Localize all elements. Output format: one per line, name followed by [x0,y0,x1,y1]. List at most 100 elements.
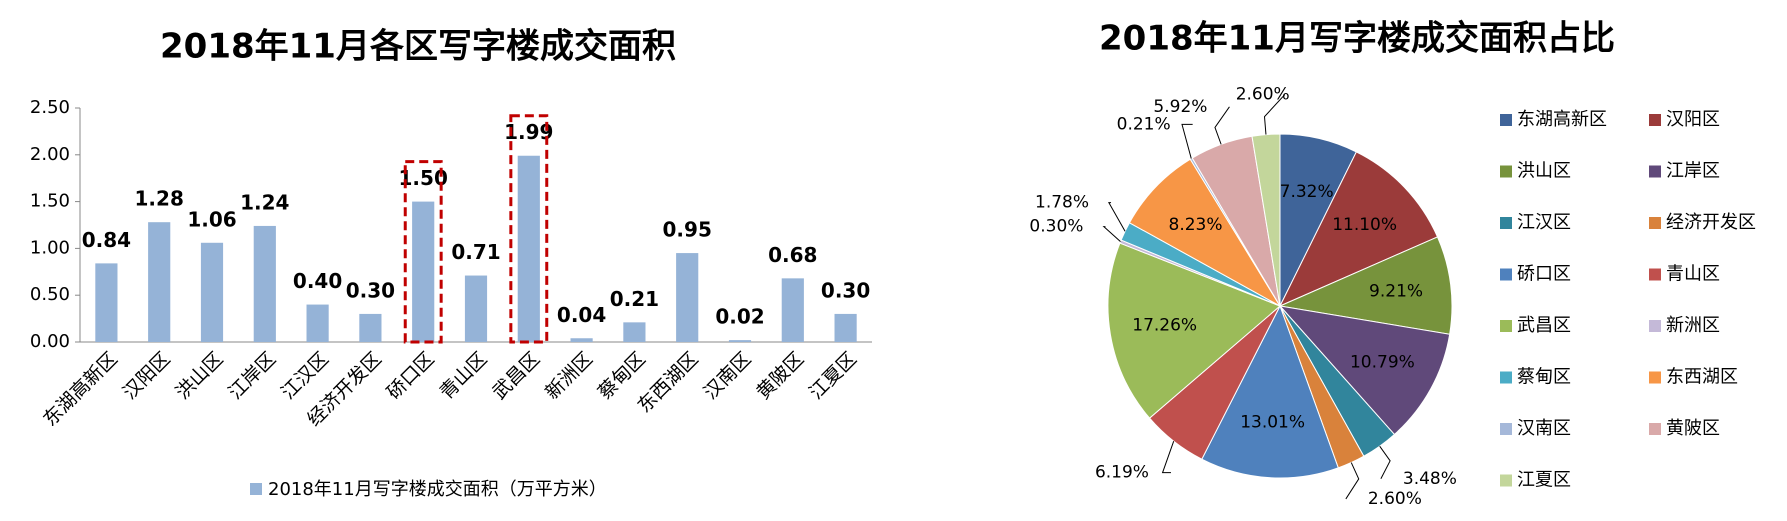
value-label: 1.06 [187,207,236,231]
slice-label: 6.19% [1095,463,1149,483]
bar [464,275,488,342]
x-tick-label: 新洲区 [541,348,597,404]
leader-line [1161,441,1175,474]
slice-label: 10.79% [1350,353,1415,373]
slice-label: 17.26% [1132,316,1197,336]
slice-label: 1.78% [1035,193,1089,213]
legend-swatch [1649,268,1661,281]
x-tick-label: 武昌区 [488,348,544,404]
slice-label: 5.92% [1153,97,1207,117]
legend-label: 蔡甸区 [1517,367,1571,388]
bar [306,304,329,342]
x-tick-label: 东湖高新区 [39,348,122,431]
legend-swatch [1649,165,1661,178]
leader-line [1379,445,1391,479]
x-tick-label: 江夏区 [805,348,861,404]
legend-label: 硚口区 [1517,264,1571,285]
legend-label: 江汉区 [1517,212,1571,233]
leader-line [1181,123,1193,159]
slice-label: 11.10% [1332,215,1397,235]
bar [253,225,276,342]
value-label: 0.84 [82,228,131,252]
y-tick-label: 2.00 [30,144,70,165]
legend-swatch [1649,114,1661,126]
legend-label: 东湖高新区 [1517,109,1607,130]
highlight-box [403,160,443,344]
legend-swatch [1649,320,1661,332]
x-tick-label: 硚口区 [383,348,439,404]
bar [676,253,699,342]
value-label: 0.30 [346,278,395,302]
slice-label: 13.01% [1240,413,1305,433]
value-label: 0.68 [768,243,817,267]
x-tick-label: 江岸区 [224,348,280,404]
legend-swatch [1500,320,1512,332]
pie-slice [1107,242,1281,419]
value-label: 0.30 [821,278,870,302]
y-tick-label: 2.50 [30,97,70,118]
value-label: 0.21 [610,287,659,311]
leader-line [1107,202,1126,232]
bar [781,278,804,342]
legend-label: 汉南区 [1517,418,1571,439]
bar [834,313,857,342]
value-label: 0.04 [557,303,606,327]
legend-swatch [1500,268,1512,281]
bar [412,201,435,342]
legend-swatch [1500,423,1512,435]
x-tick-label: 汉南区 [700,348,756,404]
value-label: 1.24 [240,190,289,214]
pie-slice [1201,304,1339,479]
bar [517,155,540,342]
legend-swatch [1649,217,1661,229]
bar [728,340,752,342]
legend-label: 新洲区 [1666,315,1720,336]
y-tick-label: 0.50 [30,284,70,305]
slice-label: 0.21% [1117,114,1171,134]
slice-label: 8.23% [1169,215,1223,235]
bar [359,313,382,342]
leader-line [1263,94,1286,135]
y-tick-label: 1.50 [30,191,70,212]
y-tick-label: 0.00 [30,331,70,352]
x-tick-label: 青山区 [436,348,492,404]
legend-label: 武昌区 [1517,315,1571,336]
legend-label: 洪山区 [1517,161,1571,182]
value-label: 0.02 [715,305,764,329]
pie-slice [1278,236,1453,335]
legend-label: 黄陂区 [1666,418,1720,439]
pie-slice [1278,151,1439,308]
pie-slice [1128,158,1282,308]
bar-title: 2018年11月各区写字楼成交面积 [160,27,676,67]
x-tick-label: 洪山区 [172,348,228,404]
legend-swatch [250,483,262,495]
legend-label: 2018年11月写字楼成交面积（万平方米） [268,479,607,500]
legend-label: 经济开发区 [1666,212,1756,233]
legend-swatch [1649,371,1661,384]
pie-slice [1278,305,1451,436]
slice-label: 7.32% [1280,182,1334,202]
slice-label: 9.21% [1369,282,1423,302]
legend-label: 江岸区 [1666,161,1720,182]
leader-line [1102,226,1121,242]
value-label: 0.95 [663,218,712,242]
legend-swatch [1500,165,1512,178]
y-tick-label: 1.00 [30,237,70,258]
legend-swatch [1500,371,1512,384]
legend-label: 汉阳区 [1666,109,1720,130]
leader-line [1214,106,1230,145]
bar [623,322,646,342]
x-tick-label: 汉阳区 [119,348,175,404]
legend-label: 东西湖区 [1666,367,1738,388]
bar [148,222,171,342]
value-label: 0.71 [451,240,500,264]
legend-label: 江夏区 [1517,470,1571,491]
pie-slice [1251,133,1281,307]
legend-swatch [1500,114,1512,126]
highlight-box [509,114,549,344]
legend-swatch [1500,474,1512,487]
slice-label: 3.48% [1403,469,1457,489]
value-label: 0.40 [293,269,342,293]
slice-label: 2.60% [1236,85,1290,105]
